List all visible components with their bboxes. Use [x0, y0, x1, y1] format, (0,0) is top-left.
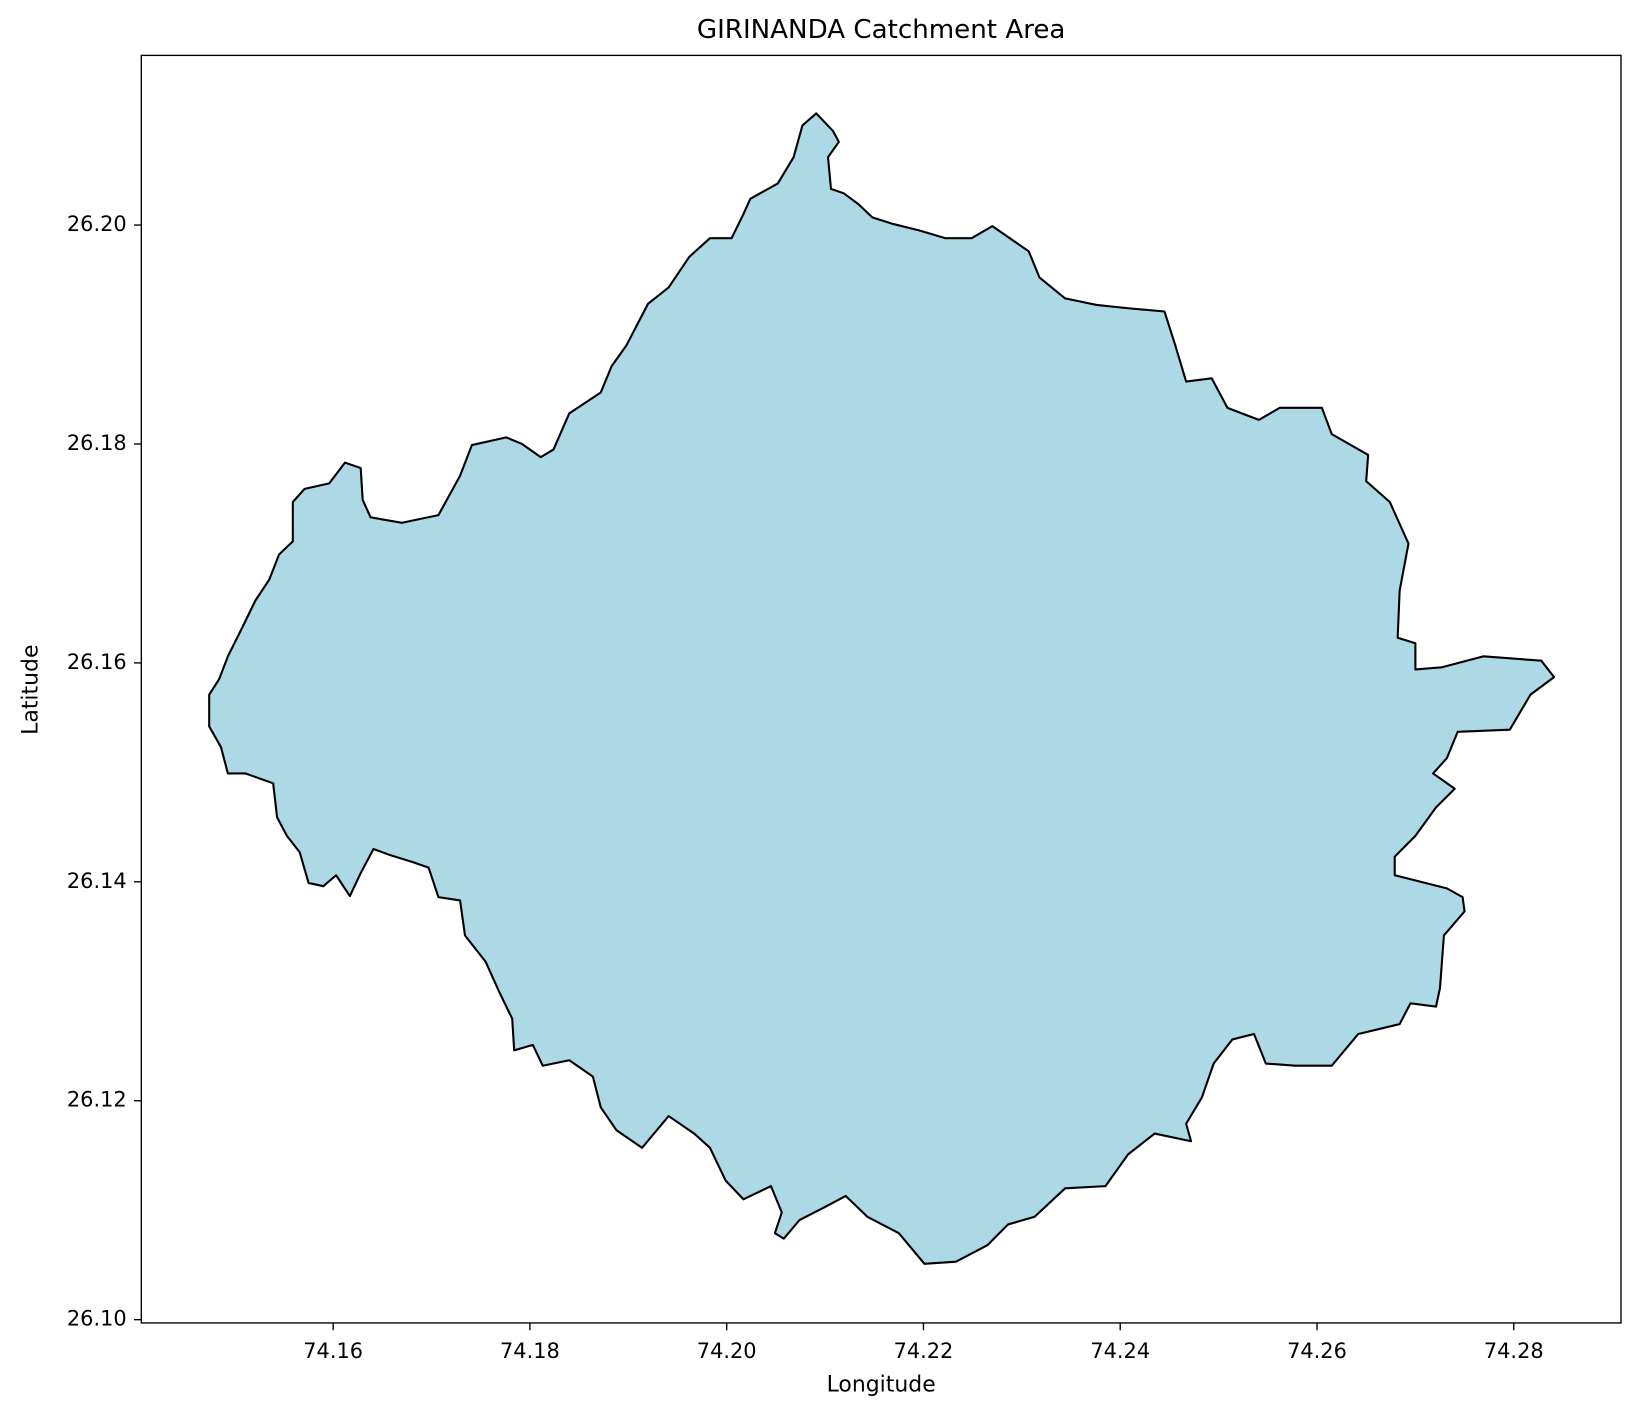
y-tick-label: 26.12 [67, 1088, 127, 1112]
y-tick-label: 26.10 [67, 1307, 127, 1331]
chart-title: GIRINANDA Catchment Area [697, 15, 1066, 45]
catchment-area [208, 112, 1556, 1265]
y-tick-label: 26.16 [67, 650, 127, 674]
y-tick-label: 26.14 [67, 869, 127, 893]
x-tick-label: 74.18 [500, 1339, 560, 1363]
x-axis-label: Longitude [827, 1373, 936, 1398]
y-axis-label: Latitude [19, 645, 44, 735]
y-tick-label: 26.18 [67, 431, 127, 455]
plot-frame [140, 54, 1622, 1324]
y-tick-label: 26.20 [67, 212, 127, 236]
x-tick-label: 74.26 [1287, 1339, 1347, 1363]
x-tick-label: 74.16 [303, 1339, 363, 1363]
x-tick-label: 74.24 [1090, 1339, 1150, 1363]
x-tick-label: 74.22 [894, 1339, 954, 1363]
x-tick-label: 74.20 [697, 1339, 757, 1363]
x-tick-label: 74.28 [1484, 1339, 1544, 1363]
